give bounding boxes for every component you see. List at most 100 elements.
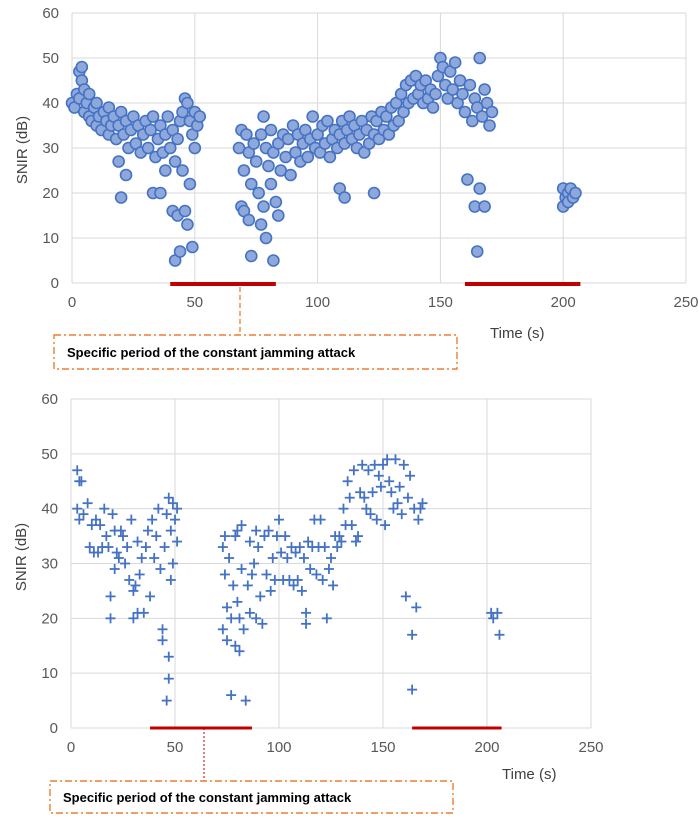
- chart-2-callout-box: [49, 780, 454, 814]
- data-point: [99, 503, 110, 514]
- data-point: [163, 141, 177, 155]
- data-point: [488, 613, 499, 624]
- data-point: [172, 536, 183, 547]
- data-point: [319, 542, 330, 553]
- data-point: [95, 520, 106, 531]
- y-tick-label-40: 40: [41, 501, 58, 518]
- data-point: [244, 249, 258, 263]
- data-point: [478, 200, 491, 213]
- x-tick-label-100: 100: [305, 294, 330, 311]
- data-point: [492, 607, 503, 618]
- data-point: [388, 503, 399, 514]
- data-point: [217, 624, 228, 635]
- x-tick-label-50: 50: [186, 294, 203, 311]
- data-point: [323, 150, 337, 164]
- data-point: [240, 128, 253, 141]
- data-point: [261, 569, 272, 580]
- data-point: [163, 492, 174, 503]
- data-point: [350, 536, 361, 547]
- data-point: [246, 569, 257, 580]
- data-point: [473, 51, 486, 65]
- x-tick-label-0: 0: [68, 294, 76, 311]
- data-point: [228, 580, 239, 591]
- data-point: [264, 177, 278, 191]
- data-point: [262, 159, 275, 173]
- data-point: [259, 531, 270, 542]
- data-point: [132, 536, 143, 547]
- y-tick-label-60: 60: [42, 5, 59, 22]
- data-point: [103, 542, 114, 553]
- data-point: [380, 520, 391, 531]
- y-tick-label-10: 10: [42, 230, 59, 247]
- data-point: [282, 553, 293, 564]
- data-point: [236, 563, 247, 574]
- data-point: [315, 514, 326, 525]
- data-point: [317, 574, 328, 585]
- data-point: [264, 123, 278, 137]
- data-point: [342, 476, 353, 487]
- y-tick-label-10: 10: [41, 665, 58, 682]
- data-point: [353, 531, 364, 542]
- data-point: [367, 186, 381, 200]
- data-point: [230, 640, 241, 651]
- data-point: [105, 613, 116, 624]
- data-point: [161, 110, 175, 123]
- chart-1-x-axis-title: Time (s): [490, 325, 544, 342]
- data-point: [124, 574, 135, 585]
- data-point: [230, 531, 241, 542]
- data-point: [142, 525, 153, 536]
- data-point: [149, 553, 160, 564]
- data-point: [146, 110, 160, 123]
- data-point: [134, 569, 145, 580]
- data-point: [173, 245, 187, 258]
- data-point: [276, 547, 287, 558]
- data-point: [348, 465, 359, 476]
- data-point: [249, 155, 263, 168]
- data-point: [247, 137, 261, 150]
- data-point: [292, 574, 303, 585]
- data-point: [136, 553, 147, 564]
- data-point: [72, 465, 83, 476]
- x-tick-label-250: 250: [578, 739, 603, 756]
- data-point: [140, 542, 151, 553]
- data-point: [249, 558, 260, 569]
- data-point: [463, 78, 477, 92]
- data-point: [252, 186, 265, 200]
- data-point: [338, 191, 351, 204]
- chart-2-callout-text: Specific period of the constant jamming …: [63, 790, 352, 805]
- chart-2-markers: [72, 454, 505, 706]
- data-point: [263, 525, 274, 536]
- data-point: [267, 254, 280, 267]
- data-point: [181, 218, 194, 231]
- data-point: [105, 591, 116, 602]
- data-point: [112, 155, 125, 168]
- data-point: [494, 629, 505, 640]
- data-point: [167, 558, 178, 569]
- data-point: [257, 110, 270, 123]
- data-point: [154, 186, 167, 200]
- data-point: [405, 470, 416, 481]
- data-point: [429, 87, 442, 101]
- data-point: [332, 542, 343, 553]
- data-point: [413, 514, 424, 525]
- data-point: [251, 613, 262, 624]
- data-point: [75, 60, 89, 74]
- data-point: [363, 465, 374, 476]
- data-point: [407, 684, 418, 695]
- x-tick-label-150: 150: [370, 739, 395, 756]
- data-point: [147, 514, 158, 525]
- data-point: [301, 607, 312, 618]
- data-point: [396, 509, 407, 520]
- data-point: [153, 503, 164, 514]
- data-point: [336, 536, 347, 547]
- data-point: [378, 459, 388, 470]
- data-point: [161, 509, 172, 520]
- data-point: [242, 580, 253, 591]
- data-point: [346, 520, 357, 531]
- y-tick-label-30: 30: [41, 556, 58, 573]
- data-point: [90, 96, 103, 110]
- data-point: [280, 531, 291, 542]
- data-point: [119, 168, 133, 182]
- chart-1-callout-box: [53, 334, 458, 370]
- chart-1-x-ticks: 0 50 100 150 200 250: [68, 294, 699, 311]
